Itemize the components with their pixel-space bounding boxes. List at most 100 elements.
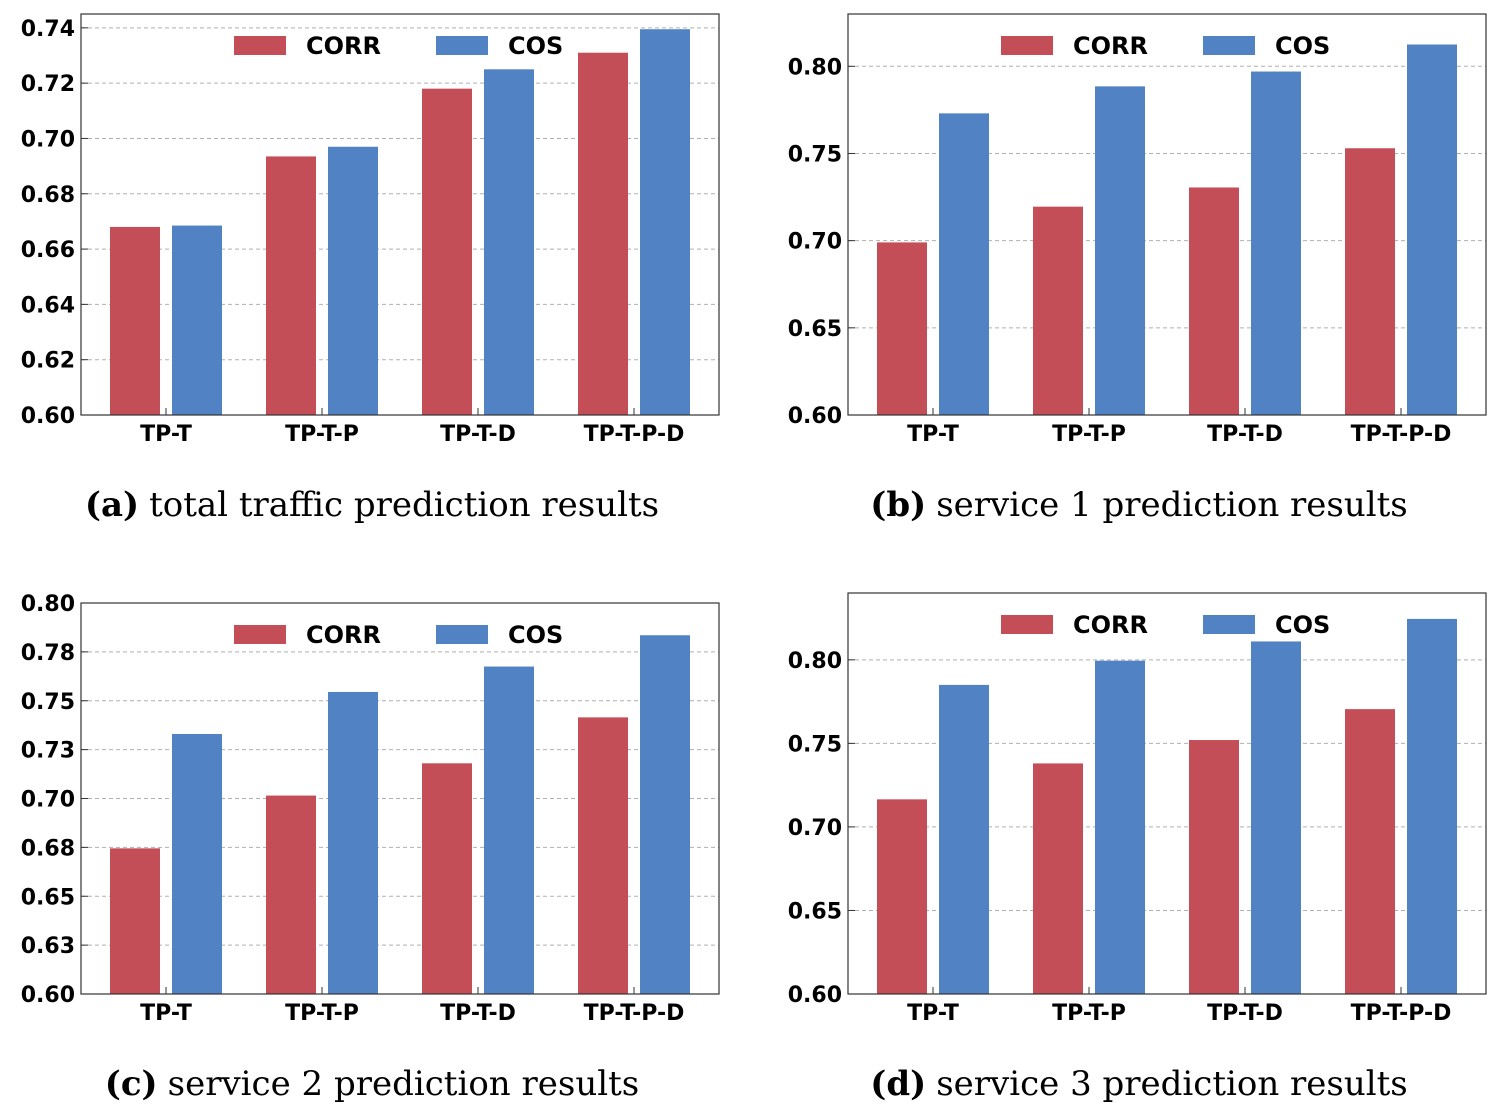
chart-panel-3: 0.60 0.63 0.65 0.68 0.70 0.73 0.75 0.78 0.80 TP-T… — [21, 592, 720, 1104]
y-tick-label: 0.73 — [21, 739, 75, 764]
bar-corr-tp-t — [877, 242, 927, 415]
x-tick-label: TP-T — [140, 422, 192, 447]
y-tick-label: 0.68 — [21, 836, 75, 861]
chart-panel-2: 0.60 0.65 0.70 0.75 0.80 TP-T TP-T-P TP-T-D TP-T… — [788, 13, 1487, 525]
legend-swatch-corr — [1001, 36, 1053, 55]
bar-cos-tp-t-p — [1095, 86, 1145, 416]
bar-cos-tp-t — [172, 733, 222, 994]
legend: CORR COS — [1001, 32, 1330, 60]
bar-cos-tp-t-p-d — [1407, 618, 1457, 994]
bar-corr-tp-t-p — [1033, 763, 1083, 994]
chart-panel-4: 0.60 0.65 0.70 0.75 0.80 TP-T TP-T-P TP-T-D TP-T… — [788, 592, 1487, 1104]
legend-label-corr: CORR — [306, 621, 381, 649]
legend-swatch-cos — [1203, 36, 1255, 55]
bar-corr-tp-t-p-d — [578, 717, 628, 994]
x-tick-label: TP-T-D — [1207, 422, 1283, 447]
y-tick-label: 0.63 — [21, 934, 75, 959]
x-tick-label: TP-T-P — [1052, 1001, 1126, 1026]
legend: CORR COS — [1001, 611, 1330, 639]
legend-swatch-corr — [234, 625, 286, 644]
bar-cos-tp-t-p-d — [640, 635, 690, 994]
bar-corr-tp-t-p-d — [1345, 148, 1395, 415]
plot-frame — [80, 602, 720, 995]
y-tick-label: 0.75 — [21, 690, 75, 715]
y-tick-label: 0.70 — [788, 816, 842, 841]
legend-swatch-cos — [436, 36, 488, 55]
x-tick-label: TP-T-P-D — [1351, 422, 1452, 447]
y-tick-label: 0.60 — [21, 983, 75, 1008]
bar-corr-tp-t — [110, 226, 160, 415]
caption-tag: (b) — [870, 485, 926, 525]
bar-corr-tp-t-d — [422, 763, 472, 994]
legend-label-corr: CORR — [1073, 32, 1148, 60]
x-tick-label: TP-T-D — [440, 1001, 516, 1026]
y-tick-label: 0.60 — [788, 404, 842, 429]
y-tick-label: 0.65 — [788, 899, 842, 924]
bar-cos-tp-t — [172, 225, 222, 415]
y-tick-label: 0.64 — [21, 293, 75, 318]
bar-cos-tp-t-d — [484, 666, 534, 994]
y-tick-label: 0.68 — [21, 183, 75, 208]
legend: CORR COS — [234, 621, 563, 649]
bar-cos-tp-t-p — [1095, 660, 1145, 994]
plot-frame — [847, 13, 1487, 416]
legend-label-corr: CORR — [1073, 611, 1148, 639]
caption-text: service 1 prediction results — [936, 485, 1408, 525]
caption-tag: (d) — [870, 1064, 926, 1104]
legend-label-cos: COS — [508, 621, 563, 649]
caption-text: total traffic prediction results — [149, 485, 659, 525]
bar-cos-tp-t — [939, 684, 989, 994]
legend-label-corr: CORR — [306, 32, 381, 60]
x-tick-label: TP-T — [907, 1001, 959, 1026]
y-tick-label: 0.60 — [21, 404, 75, 429]
y-tick-label: 0.62 — [21, 349, 75, 374]
legend-swatch-corr — [1001, 615, 1053, 634]
y-tick-label: 0.72 — [21, 72, 75, 97]
legend-swatch-corr — [234, 36, 286, 55]
bar-corr-tp-t-d — [422, 88, 472, 415]
x-tick-label: TP-T-P — [285, 1001, 359, 1026]
legend-label-cos: COS — [508, 32, 563, 60]
x-tick-label: TP-T-D — [440, 422, 516, 447]
y-tick-label: 0.75 — [788, 732, 842, 757]
y-tick-label: 0.66 — [21, 238, 75, 263]
y-tick-label: 0.75 — [788, 142, 842, 167]
panel-caption: (d) service 3 prediction results — [870, 1064, 1408, 1104]
y-tick-label: 0.80 — [788, 55, 842, 80]
x-tick-label: TP-T-P-D — [1351, 1001, 1452, 1026]
caption-tag: (a) — [85, 485, 139, 525]
y-tick-label: 0.70 — [788, 230, 842, 255]
y-tick-label: 0.70 — [21, 127, 75, 152]
caption-tag: (c) — [105, 1064, 158, 1104]
bar-cos-tp-t-p — [328, 146, 378, 416]
y-tick-label: 0.80 — [788, 649, 842, 674]
bar-cos-tp-t-p-d — [640, 29, 690, 415]
x-tick-label: TP-T-P — [285, 422, 359, 447]
legend-swatch-cos — [436, 625, 488, 644]
y-tick-label: 0.65 — [21, 885, 75, 910]
bar-corr-tp-t-p — [266, 795, 316, 994]
y-tick-label: 0.78 — [21, 641, 75, 666]
panel-caption: (b) service 1 prediction results — [870, 485, 1408, 525]
bar-cos-tp-t-d — [1251, 71, 1301, 415]
legend-label-cos: COS — [1275, 611, 1330, 639]
bar-cos-tp-t-d — [1251, 641, 1301, 994]
y-tick-label: 0.80 — [21, 592, 75, 617]
bar-cos-tp-t-d — [484, 69, 534, 415]
bar-cos-tp-t-p — [328, 691, 378, 994]
y-tick-label: 0.74 — [21, 17, 75, 42]
bar-cos-tp-t-p-d — [1407, 44, 1457, 416]
bar-corr-tp-t-p-d — [1345, 709, 1395, 994]
legend-label-cos: COS — [1275, 32, 1330, 60]
panel-caption: (a) total traffic prediction results — [85, 485, 659, 525]
bar-corr-tp-t-p — [1033, 206, 1083, 415]
x-tick-label: TP-T-P-D — [584, 1001, 685, 1026]
caption-text: service 2 prediction results — [168, 1064, 640, 1104]
chart-panel-1: 0.60 0.62 0.64 0.66 0.68 0.70 0.72 0.74 TP-T TP-T… — [21, 13, 720, 525]
bar-corr-tp-t — [110, 848, 160, 994]
caption-text: service 3 prediction results — [936, 1064, 1408, 1104]
x-tick-label: TP-T-D — [1207, 1001, 1283, 1026]
x-tick-label: TP-T — [907, 422, 959, 447]
y-tick-label: 0.65 — [788, 317, 842, 342]
